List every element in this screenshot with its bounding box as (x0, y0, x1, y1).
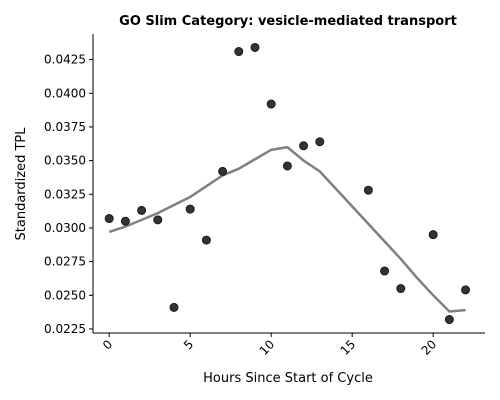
data-point (250, 42, 260, 52)
y-tick-label: 0.0400 (44, 86, 86, 100)
y-tick-label: 0.0325 (44, 187, 86, 201)
data-point (120, 216, 130, 226)
data-point (315, 137, 325, 147)
axes (92, 34, 485, 334)
data-point (137, 205, 147, 215)
y-tick-label: 0.0375 (44, 120, 86, 134)
y-tick-label: 0.0425 (44, 53, 86, 67)
y-ticks: 0.0225 0.0250 0.0275 0.0300 0.0325 0.0350 0.03… (44, 53, 93, 336)
data-point (299, 141, 309, 151)
x-tick-label: 15 (338, 337, 359, 358)
x-tick-label: 0 (100, 337, 115, 352)
data-point (282, 161, 292, 171)
series-group (104, 42, 471, 325)
x-axis-label: Hours Since Start of Cycle (203, 371, 373, 386)
y-tick-label: 0.0225 (44, 322, 86, 336)
data-point (428, 230, 438, 240)
y-tick-label: 0.0300 (44, 221, 86, 235)
data-point (266, 99, 276, 109)
data-point (153, 215, 163, 225)
y-axis-label: Standardized TPL (14, 127, 29, 241)
data-point (380, 266, 390, 276)
data-point (169, 302, 179, 312)
data-point (104, 214, 114, 224)
data-point (234, 47, 244, 57)
data-point (461, 285, 471, 295)
data-point (396, 284, 406, 294)
y-tick-label: 0.0350 (44, 154, 86, 168)
trend-line (108, 145, 466, 313)
data-point (201, 235, 211, 245)
x-tick-label: 20 (419, 337, 440, 358)
data-point (444, 315, 454, 325)
x-tick-label: 5 (181, 337, 196, 352)
data-point (218, 166, 228, 176)
data-point (363, 185, 373, 195)
y-tick-label: 0.0250 (44, 288, 86, 302)
x-tick-label: 10 (257, 337, 278, 358)
data-point (185, 204, 195, 214)
x-ticks: 0 5 10 15 20 (100, 333, 439, 358)
y-tick-label: 0.0275 (44, 255, 86, 269)
chart-title: GO Slim Category: vesicle-mediated trans… (119, 14, 457, 29)
